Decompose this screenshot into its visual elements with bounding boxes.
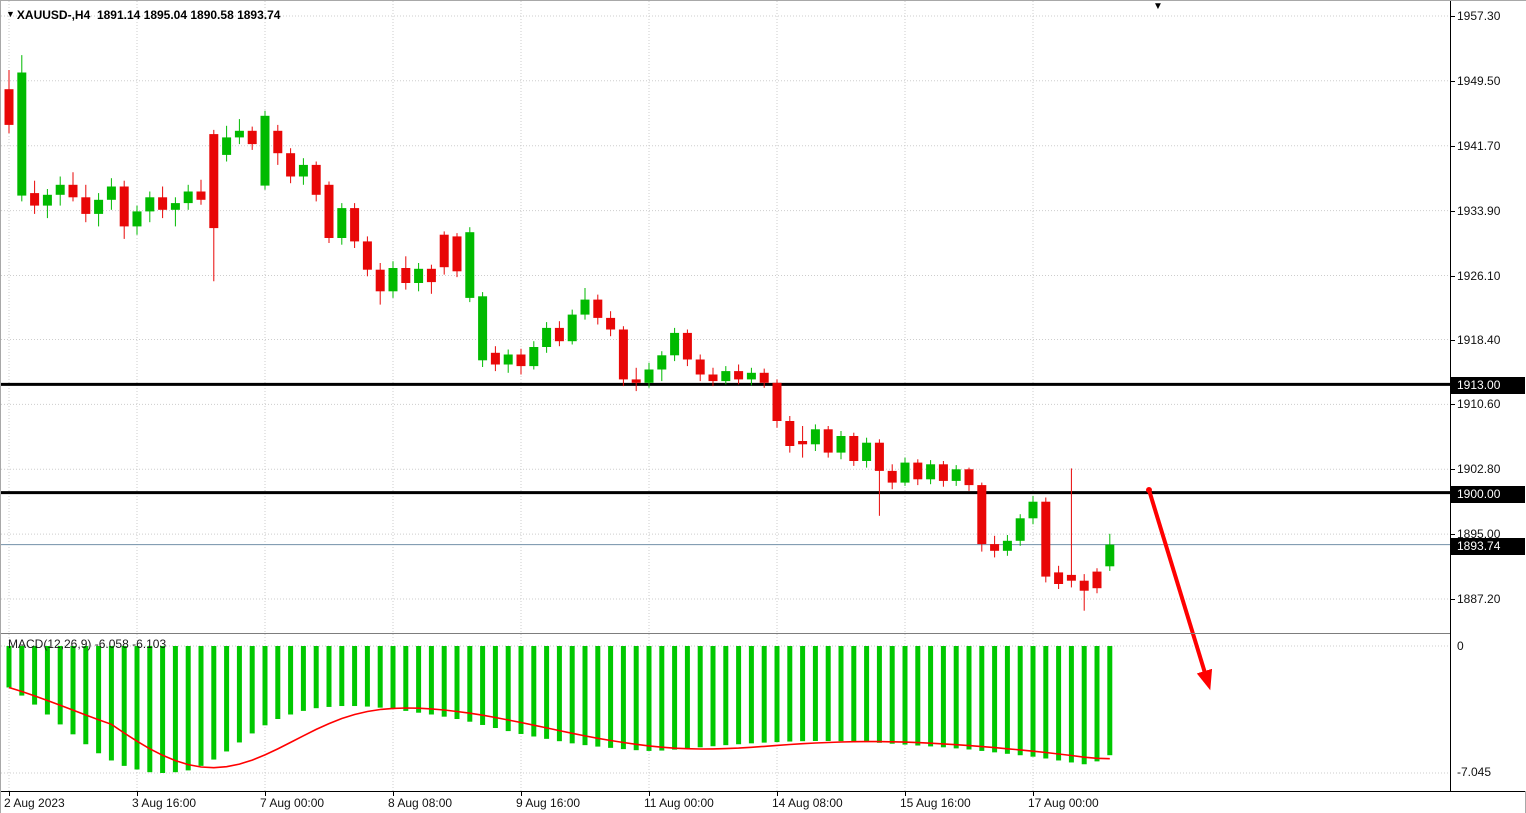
price-tick-label: 1933.90	[1457, 203, 1501, 218]
symbol-marker-icon: ▼	[6, 9, 15, 19]
price-tick-mark	[1451, 534, 1455, 536]
time-tick-label: 17 Aug 00:00	[1028, 796, 1099, 810]
support-resistance-levels[interactable]	[1, 382, 1450, 495]
time-tick-label: 3 Aug 16:00	[132, 796, 197, 810]
time-tick-mark	[9, 792, 10, 796]
price-tick-mark	[1451, 339, 1455, 341]
candles-layer	[4, 55, 1115, 611]
price-tick-mark	[1451, 275, 1455, 277]
time-tick-mark	[905, 792, 906, 796]
macd-signal-value: -6.103	[132, 637, 167, 651]
time-tick-label: 8 Aug 08:00	[388, 796, 453, 810]
chart-title: ▼ XAUUSD-,H4 1891.14 1895.04 1890.58 1893…	[6, 8, 280, 22]
time-tick-mark	[649, 792, 650, 796]
macd-signal-line	[8, 686, 1110, 769]
time-tick-mark	[777, 792, 778, 796]
macd-name: MACD(12,26,9)	[8, 637, 92, 651]
time-tick-mark	[265, 792, 266, 796]
price-level-badge: 1913.00	[1451, 377, 1525, 395]
time-tick-label: 11 Aug 00:00	[644, 796, 714, 810]
time-tick-label: 14 Aug 08:00	[772, 796, 843, 810]
time-tick-label: 7 Aug 00:00	[260, 796, 325, 810]
symbol-timeframe-label: XAUUSD-,H4	[16, 8, 91, 22]
price-tick-label: 1926.10	[1457, 268, 1501, 283]
price-tick-label: 1941.70	[1457, 138, 1501, 153]
price-level-badge: 1900.00	[1451, 485, 1525, 503]
price-tick-label: 1949.50	[1457, 73, 1501, 88]
price-tick-mark	[1451, 599, 1455, 600]
price-tick-label: 1887.20	[1457, 592, 1501, 606]
macd-zero-label: 0	[1457, 639, 1464, 653]
time-axis[interactable]: 2 Aug 2023 3 Aug 16:00 7 Aug 00:00 8 Aug 08…	[1, 791, 1525, 813]
chart-shift-marker-icon[interactable]: ▼	[1153, 1, 1163, 12]
price-tick-mark	[1451, 469, 1455, 471]
macd-main-value: -6.058	[94, 637, 129, 651]
price-tick-label: 1902.80	[1457, 462, 1501, 477]
time-tick-mark	[1033, 792, 1034, 796]
macd-min-label: -7.045	[1457, 765, 1492, 779]
macd-histogram	[6, 646, 1113, 774]
price-tick-label: 1910.60	[1457, 397, 1501, 412]
price-tick-mark	[1451, 80, 1455, 82]
price-axis[interactable]: 1957.30 1949.50 1941.70 1933.90 1926.10 1918.…	[1450, 1, 1526, 791]
time-tick-label: 2 Aug 2023	[4, 796, 65, 810]
time-tick-label: 15 Aug 16:00	[900, 796, 971, 810]
time-tick-mark	[137, 792, 138, 796]
price-tick-mark	[1451, 404, 1455, 406]
trend-arrow[interactable]	[1147, 489, 1213, 691]
price-tick-label: 1918.40	[1457, 332, 1501, 347]
pane-divider[interactable]	[1, 633, 1525, 634]
time-tick-label: 9 Aug 16:00	[516, 796, 581, 810]
price-tick-label: 1957.30	[1457, 9, 1501, 23]
price-chart[interactable]	[1, 1, 1450, 791]
macd-label: MACD(12,26,9) -6.058 -6.103	[8, 637, 166, 651]
price-tick-mark	[1451, 210, 1455, 212]
time-tick-mark	[521, 792, 522, 796]
ohlc-values: 1891.14 1895.04 1890.58 1893.74	[96, 8, 281, 22]
price-level-badge: 1893.74	[1451, 537, 1525, 555]
time-tick-mark	[393, 792, 394, 796]
price-tick-mark	[1451, 145, 1455, 147]
price-tick-mark	[1451, 16, 1455, 17]
